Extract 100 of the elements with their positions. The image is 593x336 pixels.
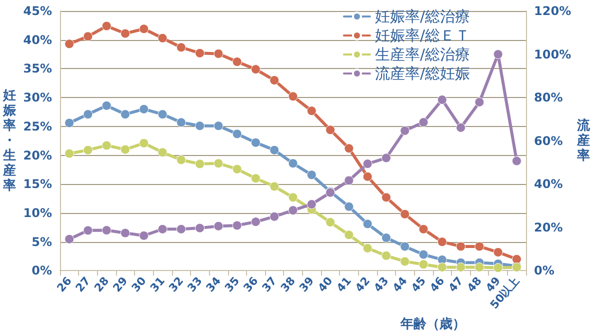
point bbox=[139, 230, 149, 240]
point bbox=[158, 224, 168, 234]
x-tick-label: 28 bbox=[92, 274, 112, 295]
y-tick-label: 10% bbox=[23, 206, 52, 220]
point bbox=[214, 221, 224, 231]
legend-label: 生産率/総治療 bbox=[374, 46, 470, 64]
x-tick-label: 40 bbox=[315, 274, 336, 295]
point bbox=[418, 224, 428, 234]
x-tick-label: 33 bbox=[184, 274, 205, 295]
point bbox=[195, 159, 205, 169]
y2-axis-title: 流産率 bbox=[576, 117, 591, 164]
x-tick-label: 34 bbox=[204, 274, 224, 295]
y-tick-label: 0% bbox=[32, 264, 52, 278]
point bbox=[214, 158, 224, 168]
point bbox=[232, 57, 242, 67]
point bbox=[437, 237, 447, 247]
y-tick-label: 40% bbox=[23, 32, 52, 47]
point bbox=[400, 209, 410, 219]
point bbox=[232, 220, 242, 230]
point bbox=[176, 224, 186, 234]
point bbox=[512, 156, 522, 166]
point bbox=[362, 159, 372, 169]
y2-tick-label: 20% bbox=[534, 220, 563, 234]
point bbox=[83, 145, 93, 155]
x-tick-label: 38 bbox=[278, 274, 298, 295]
x-tick-label: 39 bbox=[296, 274, 317, 295]
legend-label: 妊娠率/総ＥＴ bbox=[374, 26, 470, 44]
y-tick-label: 35% bbox=[23, 62, 52, 76]
point bbox=[288, 192, 298, 202]
point bbox=[344, 176, 354, 186]
point bbox=[214, 121, 224, 131]
point bbox=[250, 64, 260, 74]
point bbox=[270, 76, 280, 85]
point bbox=[381, 153, 391, 163]
point bbox=[120, 144, 130, 154]
point bbox=[456, 262, 466, 272]
point bbox=[381, 192, 391, 202]
point bbox=[288, 206, 298, 216]
point bbox=[195, 223, 205, 233]
y-axis-title: 妊娠率・生産率 bbox=[2, 88, 17, 194]
point bbox=[102, 140, 112, 150]
point bbox=[176, 155, 186, 165]
point bbox=[418, 250, 428, 260]
x-tick-label: 45 bbox=[408, 274, 428, 295]
point bbox=[344, 144, 354, 154]
y2-tick-label: 120% bbox=[534, 4, 572, 18]
legend-label: 流産率/総妊娠 bbox=[374, 64, 470, 82]
y2-tick-label: 0% bbox=[534, 264, 554, 278]
point bbox=[139, 138, 149, 148]
point bbox=[493, 263, 503, 273]
x-tick-label: 27 bbox=[73, 274, 93, 295]
point bbox=[306, 106, 316, 116]
y2-tick-label: 60% bbox=[534, 134, 563, 148]
point bbox=[400, 242, 410, 252]
x-tick-label: 41 bbox=[334, 274, 354, 295]
point bbox=[306, 200, 316, 209]
x-tick-label: 47 bbox=[446, 274, 466, 295]
point bbox=[158, 110, 168, 120]
point bbox=[64, 234, 74, 244]
point bbox=[418, 260, 428, 270]
y-tick-label: 30% bbox=[23, 90, 52, 105]
point bbox=[64, 148, 74, 158]
point bbox=[362, 219, 372, 229]
point bbox=[493, 50, 503, 60]
point bbox=[326, 125, 336, 135]
point bbox=[83, 110, 93, 120]
point bbox=[326, 217, 336, 227]
legend-label: 妊娠率/総治療 bbox=[374, 8, 470, 26]
point bbox=[102, 225, 112, 235]
point bbox=[456, 242, 466, 252]
y-tick-label: 45% bbox=[23, 4, 52, 18]
point bbox=[437, 94, 447, 104]
point bbox=[139, 104, 149, 114]
x-tick-label: 46 bbox=[427, 274, 448, 295]
point bbox=[214, 48, 224, 58]
point bbox=[102, 100, 112, 110]
point bbox=[102, 21, 112, 31]
point bbox=[120, 28, 130, 38]
point bbox=[195, 48, 205, 58]
x-tick-label: 42 bbox=[352, 274, 373, 295]
x-tick-label: 35 bbox=[222, 274, 242, 295]
point bbox=[493, 247, 503, 257]
x-tick-label: 37 bbox=[260, 274, 280, 295]
x-tick-label: 36 bbox=[240, 274, 261, 295]
point bbox=[120, 110, 130, 120]
point bbox=[250, 174, 260, 184]
point bbox=[362, 172, 372, 182]
point bbox=[83, 226, 93, 236]
point bbox=[437, 262, 447, 272]
x-tick-label: 30 bbox=[129, 274, 150, 295]
point bbox=[176, 42, 186, 52]
point bbox=[158, 148, 168, 158]
y2-tick-label: 80% bbox=[534, 90, 563, 105]
point bbox=[232, 129, 242, 139]
x-axis-title: 年齢（歳） bbox=[400, 317, 466, 332]
point bbox=[250, 217, 260, 227]
point bbox=[288, 158, 298, 168]
point bbox=[232, 164, 242, 174]
y-tick-label: 5% bbox=[32, 234, 52, 249]
point bbox=[195, 121, 205, 131]
